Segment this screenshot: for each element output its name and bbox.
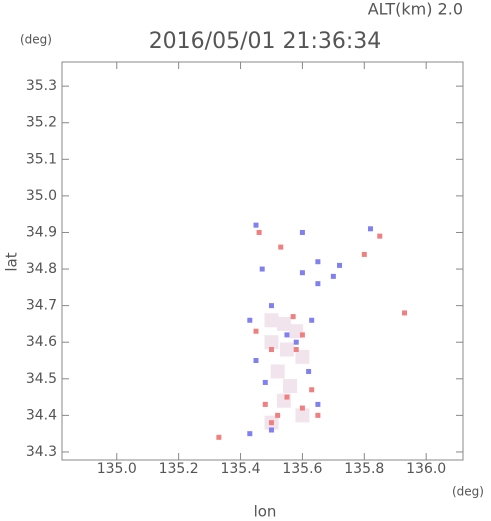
- data-cell: [293, 347, 299, 353]
- y-axis-label: lat: [3, 252, 21, 271]
- data-cell: [278, 244, 284, 250]
- data-cell: [367, 226, 373, 232]
- x-tick-label: 135.8: [344, 461, 384, 477]
- data-cell: [295, 408, 310, 423]
- data-cell: [315, 401, 321, 407]
- data-cell: [262, 379, 268, 385]
- chart-title: 2016/05/01 21:36:34: [149, 29, 382, 54]
- data-cell: [253, 358, 259, 363]
- data-cell: [283, 379, 298, 394]
- y-tick-label: 34.9: [26, 224, 57, 240]
- data-cell: [309, 387, 315, 393]
- data-cell: [264, 313, 279, 328]
- data-cell: [275, 412, 281, 418]
- data-cell: [259, 266, 265, 272]
- x-tick-label: 135.2: [159, 461, 199, 477]
- y-tick-label: 35.2: [26, 115, 57, 131]
- data-cell: [306, 368, 312, 374]
- x-tick-label: 136.0: [406, 461, 446, 477]
- x-tick-label: 135.6: [282, 461, 322, 477]
- y-tick-label: 34.3: [26, 444, 57, 460]
- data-cell: [284, 394, 290, 400]
- data-cell: [284, 332, 290, 338]
- data-cell: [315, 412, 321, 418]
- data-cell: [268, 347, 274, 353]
- data-cell: [361, 251, 367, 257]
- x-unit: (deg): [452, 485, 484, 499]
- altitude-label: ALT(km) 2.0: [368, 0, 463, 19]
- data-cell: [299, 270, 305, 276]
- data-cell: [247, 317, 253, 323]
- y-tick-label: 34.7: [26, 298, 57, 314]
- data-cell: [337, 262, 343, 268]
- data-cell: [299, 405, 305, 411]
- y-tick-label: 35.3: [26, 78, 57, 94]
- data-cell: [402, 310, 408, 316]
- data-cell: [276, 316, 291, 331]
- y-tick-label: 34.8: [26, 261, 57, 277]
- data-cell: [299, 332, 305, 338]
- y-unit: (deg): [20, 33, 52, 47]
- data-cell: [216, 434, 222, 440]
- y-tick-label: 34.6: [26, 334, 57, 350]
- data-cell: [295, 349, 310, 364]
- y-tick-label: 35.0: [26, 188, 57, 204]
- y-tick-label: 34.4: [26, 407, 57, 423]
- data-cell: [290, 314, 296, 320]
- data-cell: [262, 401, 268, 407]
- data-cell: [330, 273, 336, 279]
- data-cell: [268, 303, 274, 309]
- y-tick-label: 34.5: [26, 371, 57, 387]
- x-axis-label: lon: [254, 503, 277, 521]
- data-cell: [293, 339, 299, 345]
- data-cell: [247, 431, 253, 437]
- plot-frame: [61, 61, 464, 461]
- data-cell: [289, 324, 304, 339]
- data-cell: [299, 229, 305, 235]
- data-cell: [309, 317, 315, 323]
- y-tick-label: 35.1: [26, 151, 57, 167]
- data-cell: [377, 233, 383, 239]
- data-cell: [270, 364, 285, 379]
- data-cell: [315, 281, 321, 287]
- x-tick-label: 135.0: [97, 461, 137, 477]
- data-cell: [279, 342, 294, 357]
- data-cell: [253, 328, 259, 334]
- data-cell: [264, 335, 279, 350]
- data-cell: [315, 259, 321, 265]
- data-cell: [268, 420, 274, 426]
- data-cell: [256, 229, 262, 235]
- data-cell: [253, 222, 259, 228]
- x-tick-label: 135.4: [220, 461, 260, 477]
- data-cell: [268, 427, 274, 433]
